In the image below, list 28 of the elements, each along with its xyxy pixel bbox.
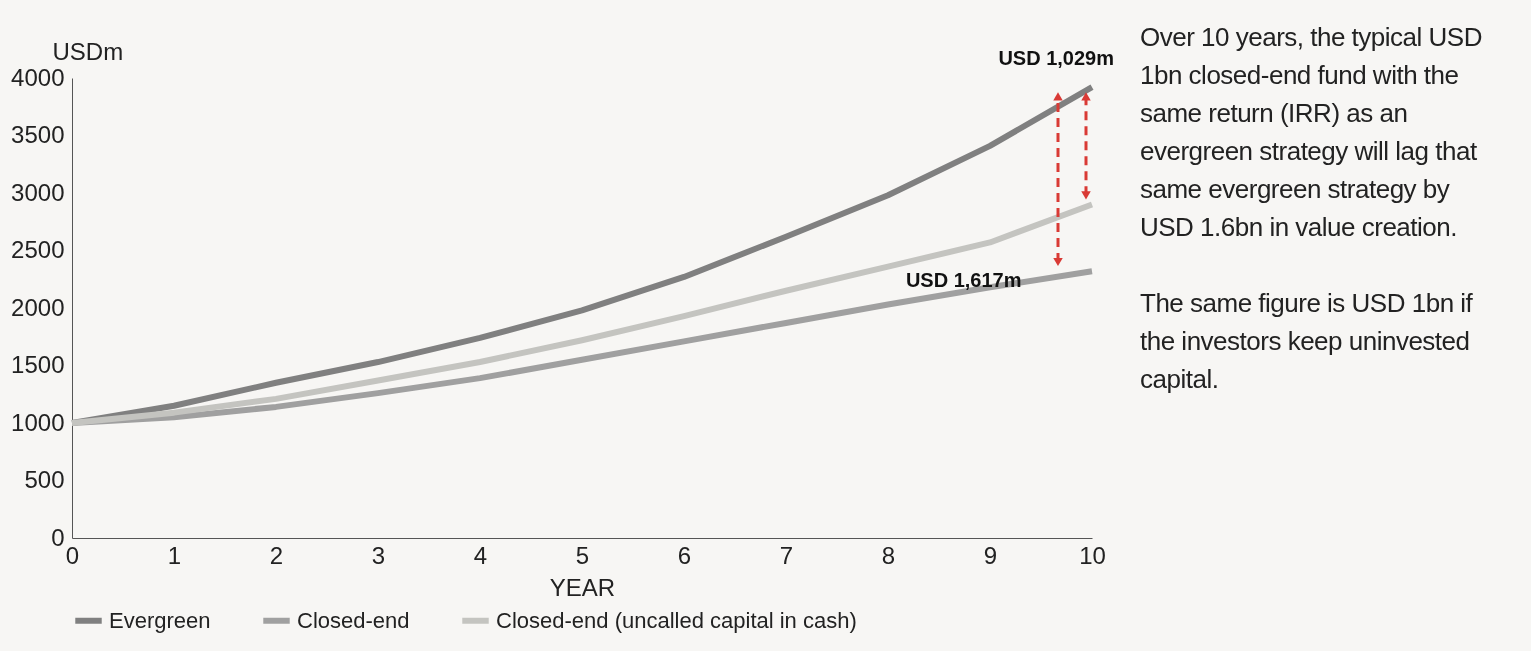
- y-axis-title: USDm: [52, 37, 124, 65]
- x-tick-label: 10: [1079, 541, 1106, 569]
- x-tick-label: 4: [473, 541, 488, 569]
- annotation: USD 1,617m: [905, 269, 1022, 292]
- x-tick-label: 8: [881, 541, 896, 569]
- x-axis-title: YEAR: [549, 573, 616, 601]
- text: The same figure is USD 1bn if the investors keep uninvested capital.: [1140, 287, 1474, 396]
- y-tick-label: 2500: [11, 236, 65, 263]
- x-tick-label: 3: [371, 541, 386, 569]
- y-tick-label: 1500: [11, 351, 65, 378]
- x-tick-label: 5: [575, 541, 590, 569]
- y-tick-label: 500: [24, 466, 65, 493]
- y-tick-label: 1000: [11, 408, 65, 436]
- annotation: USD 1,029m: [998, 47, 1114, 70]
- x-tick-label: 2: [269, 541, 284, 569]
- y-tick-label: 4000: [11, 63, 65, 91]
- text: Over 10 years, the typical USD 1bn closed-end fund with the same return (IRR) as an evergreen strategy will lag that same evergreen strategy by USD 1.6bn in value creation.: [1140, 21, 1483, 244]
- y-tick-label: 2000: [11, 293, 65, 321]
- legend-label: Closed-end (uncalled capital in cash): [496, 607, 857, 633]
- y-tick-label: 3500: [11, 121, 65, 148]
- y-tick-label: 3000: [11, 178, 65, 206]
- x-tick-label: 6: [677, 541, 692, 569]
- x-tick-label: 7: [779, 541, 794, 569]
- legend-label: Closed-end: [297, 607, 410, 633]
- legend-label: Evergreen: [109, 607, 211, 633]
- x-tick-label: 9: [983, 541, 998, 569]
- x-tick-label: 1: [167, 541, 182, 569]
- y-tick-label: 0: [51, 523, 65, 551]
